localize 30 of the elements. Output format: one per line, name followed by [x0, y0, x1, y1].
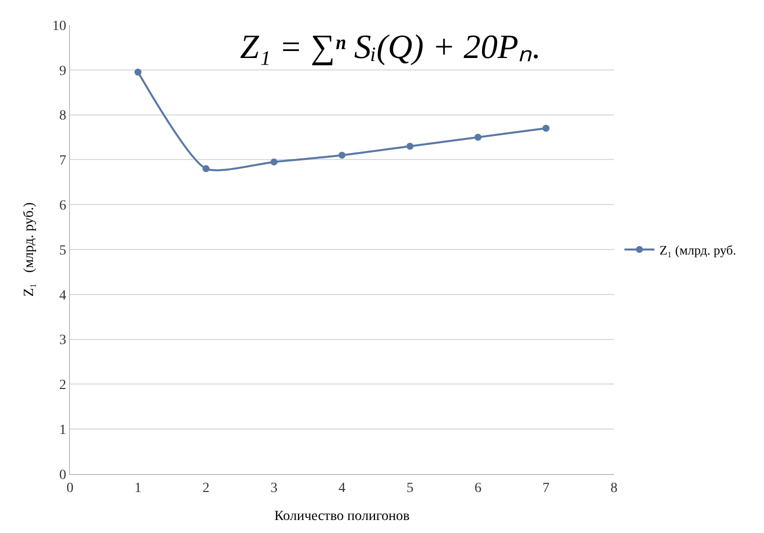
x-tick-label: 7 [542, 480, 550, 496]
y-axis-title: Z₁ (млрд. руб.) [22, 202, 37, 297]
y-tick-label: 2 [59, 378, 66, 394]
x-tick-label: 6 [474, 480, 482, 496]
x-tick-label: 2 [202, 480, 210, 496]
y-tick-label: 9 [59, 64, 66, 79]
x-tick-label: 8 [610, 480, 618, 496]
point [542, 124, 550, 132]
y-tick-label: 1 [59, 423, 66, 438]
annotation: Z₁ = ∑ⁿ Sᵢ(Q) + 20Pₙ. [240, 29, 541, 66]
y-tick-label: 10 [52, 18, 66, 34]
x-tick-label: 4 [338, 480, 346, 496]
x-tick-label: 1 [134, 480, 142, 496]
point [338, 152, 346, 159]
legend-label: Z₁ (млрд. руб. [659, 242, 736, 258]
y-tick-label: 7 [59, 154, 66, 169]
y-tick-label: 5 [59, 243, 66, 258]
point [406, 142, 414, 150]
point [134, 68, 142, 76]
y-tick-label: 3 [59, 333, 66, 348]
y-tick-label: 6 [59, 198, 66, 214]
point [474, 134, 482, 141]
x-tick-label: 3 [270, 480, 278, 496]
y-tick-label: 8 [59, 108, 66, 124]
point [270, 158, 278, 166]
x-tick-label: 5 [406, 480, 414, 496]
y-tick-label: 0 [59, 468, 66, 483]
x-axis-title: Количество полигонов [274, 509, 410, 524]
y-tick-label: 4 [59, 288, 66, 304]
point [202, 165, 210, 172]
